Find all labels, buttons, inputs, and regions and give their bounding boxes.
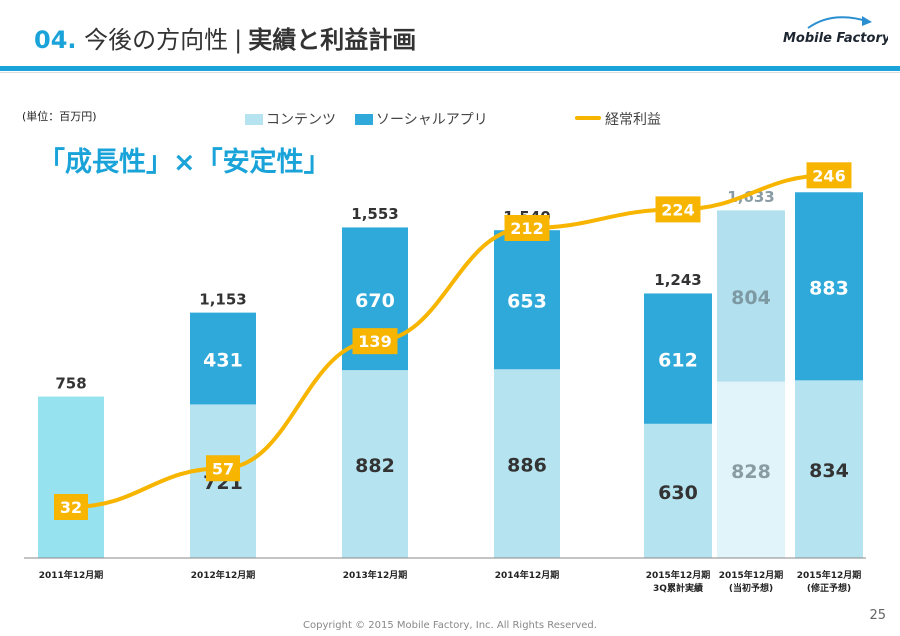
bar-social-1: [190, 312, 256, 405]
tick-label-4-1: 3Q累計実績: [653, 582, 703, 594]
label-total-2: 1,553: [351, 205, 398, 223]
profit-box-4: [655, 196, 701, 223]
legend-label-profit: 経常利益: [605, 112, 661, 128]
label-total-4: 1,243: [654, 271, 701, 289]
label-contents-5: 828: [731, 461, 771, 483]
title-separator: |: [234, 26, 243, 54]
profit-label-6: 246: [812, 166, 845, 185]
section-subtitle: 実績と利益計画: [248, 26, 417, 54]
label-contents-2: 882: [355, 455, 395, 477]
tick-label-3-0: 2014年12月期: [495, 569, 560, 581]
profit-box-3: [504, 215, 550, 241]
label-social-2: 670: [355, 290, 395, 312]
page-title: 04. 今後の方向性 | 実績と利益計画: [34, 20, 416, 55]
profit-box-1: [206, 455, 240, 482]
header-rule: [0, 66, 900, 71]
tick-label-2-0: 2013年12月期: [343, 569, 408, 581]
bar-contents-3: [494, 369, 560, 558]
profit-box-6: [806, 162, 852, 189]
label-social-6: 883: [809, 277, 849, 299]
label-social-1: 431: [203, 350, 243, 372]
bar-social-5: [717, 210, 785, 382]
bar-contents-6: [795, 380, 863, 558]
unit-label: (単位：百万円): [22, 110, 97, 123]
profit-label-1: 57: [212, 459, 234, 478]
legend-profit: 経常利益: [575, 109, 661, 129]
legend-label-social: ソーシャルアプリ: [376, 112, 488, 128]
company-logo: Mobile Factory: [783, 16, 888, 46]
tagline: 「成長性」×「安定性」: [38, 147, 331, 178]
tick-label-5-0: 2015年12月期: [719, 569, 784, 581]
bar-contents-5: [717, 381, 785, 558]
bar-social-3: [494, 230, 560, 370]
label-social-5: 804: [731, 287, 771, 309]
header-rule-shadow: [0, 72, 900, 73]
tick-label-1-0: 2012年12月期: [191, 569, 256, 581]
bar-contents-4: [644, 423, 712, 558]
profit-box-0: [54, 494, 88, 520]
profit-label-0: 32: [60, 498, 82, 517]
label-contents-6: 834: [809, 460, 849, 482]
label-total-5: 1,633: [727, 188, 774, 206]
label-total-0: 758: [55, 375, 86, 393]
section-number: 04.: [34, 26, 77, 54]
label-total-1: 1,153: [199, 290, 246, 308]
profit-label-3: 212: [510, 219, 543, 238]
legend-label-contents: コンテンツ: [266, 112, 336, 128]
legend-swatch-social: [355, 114, 373, 125]
legend-contents: コンテンツ: [245, 109, 336, 129]
tick-label-6-1: (修正予想): [807, 582, 851, 594]
bar-social-6: [795, 192, 863, 381]
tick-label-4-0: 2015年12月期: [646, 569, 711, 581]
tick-label-0-0: 2011年12月期: [39, 569, 104, 581]
copyright: Copyright © 2015 Mobile Factory, Inc. Al…: [303, 620, 597, 631]
tick-label-5-1: (当初予想): [729, 582, 773, 594]
bar-social-4: [644, 293, 712, 424]
page-number: 25: [869, 608, 886, 623]
bar-contents-2: [342, 370, 408, 558]
label-social-4: 612: [658, 350, 698, 372]
profit-box-2: [352, 328, 398, 355]
legend-social: ソーシャルアプリ: [355, 109, 488, 129]
section-title: 今後の方向性: [84, 26, 229, 54]
label-contents-3: 886: [507, 455, 547, 477]
label-social-3: 653: [507, 291, 547, 313]
legend-swatch-profit: [575, 116, 601, 120]
logo-text: Mobile Factory: [783, 31, 888, 46]
legend-swatch-contents: [245, 114, 263, 125]
bar-contents-0: [38, 396, 104, 558]
profit-label-4: 224: [661, 200, 694, 219]
label-contents-4: 630: [658, 482, 698, 504]
tick-label-6-0: 2015年12月期: [797, 569, 862, 581]
profit-label-2: 139: [358, 332, 391, 351]
profit-line: [69, 173, 831, 509]
